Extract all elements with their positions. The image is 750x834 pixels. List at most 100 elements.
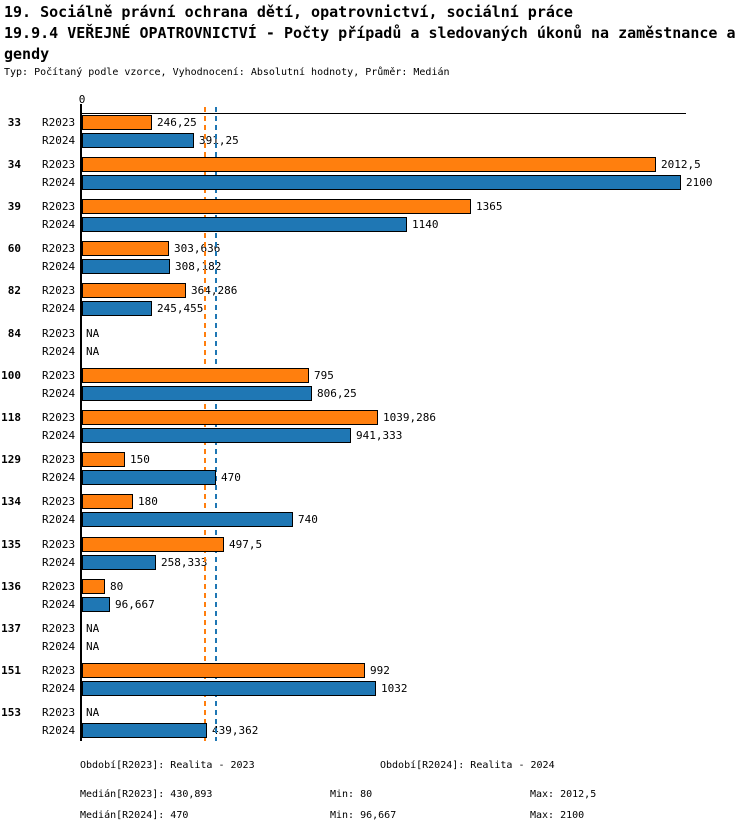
value-label: 2012,5	[661, 158, 701, 171]
category-label-34: 34	[7, 158, 21, 171]
report-title-line3: gendy	[4, 45, 50, 63]
na-value-label: NA	[86, 327, 100, 340]
value-label: 795	[314, 369, 334, 382]
bar-chart: 0 33 R2023 246,25 R2024 391,25 34 R2023 2012,5 R…	[0, 93, 750, 741]
footer-max-r2023: Max: 2012,5	[530, 789, 597, 800]
bar-r2023-34	[82, 157, 656, 172]
series-label-r2024: R2024	[42, 682, 76, 695]
bar-r2024-60	[82, 259, 170, 274]
bar-r2024-118	[82, 428, 351, 443]
value-label: 180	[138, 495, 158, 508]
bar-r2023-39	[82, 199, 471, 214]
bar-r2023-100	[82, 368, 309, 383]
y-axis-line	[80, 104, 82, 741]
x-axis-zero-tick-label: 0	[78, 93, 86, 106]
value-label: 941,333	[356, 429, 403, 442]
series-label-r2024: R2024	[42, 260, 76, 273]
bar-r2023-134	[82, 494, 133, 509]
value-label: 1140	[412, 218, 439, 231]
bar-group-134: 134 R2023 180 R2024 740	[0, 493, 750, 536]
value-label: 308,182	[175, 260, 222, 273]
bar-r2023-82	[82, 283, 186, 298]
bar-group-118: 118 R2023 1039,286 R2024 941,333	[0, 409, 750, 452]
bar-group-84: 84 R2023 NA R2024 NA	[0, 325, 750, 368]
bar-group-135: 135 R2023 497,5 R2024 258,333	[0, 536, 750, 579]
series-label-r2023: R2023	[42, 116, 76, 129]
series-label-r2023: R2023	[42, 242, 76, 255]
bar-group-136: 136 R2023 80 R2024 96,667	[0, 578, 750, 621]
bar-group-39: 39 R2023 1365 R2024 1140	[0, 198, 750, 241]
category-label-118: 118	[1, 411, 21, 424]
series-label-r2023: R2023	[42, 580, 76, 593]
category-label-60: 60	[7, 242, 21, 255]
value-label: 303,636	[174, 242, 221, 255]
value-label: 150	[130, 453, 150, 466]
value-label: 497,5	[229, 538, 263, 551]
bar-group-137: 137 R2023 NA R2024 NA	[0, 620, 750, 663]
series-label-r2024: R2024	[42, 302, 76, 315]
footer-median-r2024: Medián[R2024]: 470	[80, 810, 189, 821]
series-label-r2024: R2024	[42, 134, 76, 147]
series-label-r2024: R2024	[42, 598, 76, 611]
bar-r2023-151	[82, 663, 365, 678]
footer-period-r2024: Období[R2024]: Realita - 2024	[380, 760, 555, 771]
series-label-r2023: R2023	[42, 284, 76, 297]
category-label-33: 33	[7, 116, 21, 129]
bar-r2024-100	[82, 386, 312, 401]
value-label: 2100	[686, 176, 713, 189]
series-label-r2024: R2024	[42, 724, 76, 737]
bar-r2023-136	[82, 579, 105, 594]
series-label-r2023: R2023	[42, 664, 76, 677]
bar-group-60: 60 R2023 303,636 R2024 308,182	[0, 240, 750, 283]
value-label: 391,25	[199, 134, 239, 147]
value-label: 80	[110, 580, 124, 593]
bar-r2024-129	[82, 470, 216, 485]
value-label: 992	[370, 664, 390, 677]
series-label-r2024: R2024	[42, 471, 76, 484]
category-label-84: 84	[7, 327, 21, 340]
series-label-r2023: R2023	[42, 411, 76, 424]
na-value-label: NA	[86, 640, 100, 653]
bar-r2024-134	[82, 512, 293, 527]
footer-max-r2024: Max: 2100	[530, 810, 585, 821]
series-label-r2023: R2023	[42, 200, 76, 213]
category-label-134: 134	[1, 495, 21, 508]
na-value-label: NA	[86, 622, 100, 635]
series-label-r2024: R2024	[42, 640, 76, 653]
value-label: 258,333	[161, 556, 208, 569]
na-value-label: NA	[86, 706, 100, 719]
bar-r2024-151	[82, 681, 376, 696]
category-label-129: 129	[1, 453, 21, 466]
bar-group-129: 129 R2023 150 R2024 470	[0, 451, 750, 494]
footer-median-r2023: Medián[R2023]: 430,893	[80, 789, 213, 800]
category-label-100: 100	[1, 369, 21, 382]
bar-group-33: 33 R2023 246,25 R2024 391,25	[0, 114, 750, 157]
series-label-r2023: R2023	[42, 327, 76, 340]
category-label-153: 153	[1, 706, 21, 719]
value-label: 439,362	[212, 724, 259, 737]
report-title-line2: 19.9.4 VEŘEJNÉ OPATROVNICTVÍ - Počty pří…	[4, 24, 736, 42]
bar-r2024-153	[82, 723, 207, 738]
value-label: 740	[298, 513, 318, 526]
footer-min-r2023: Min: 80	[330, 789, 373, 800]
value-label: 246,25	[157, 116, 197, 129]
value-label: 1365	[476, 200, 503, 213]
bar-r2023-33	[82, 115, 152, 130]
na-value-label: NA	[86, 345, 100, 358]
value-label: 96,667	[115, 598, 155, 611]
category-label-136: 136	[1, 580, 21, 593]
bar-r2023-135	[82, 537, 224, 552]
series-label-r2023: R2023	[42, 706, 76, 719]
value-label: 806,25	[317, 387, 357, 400]
report-title-line1: 19. Sociálně právní ochrana dětí, opatro…	[4, 3, 573, 21]
value-label: 1032	[381, 682, 408, 695]
category-label-137: 137	[1, 622, 21, 635]
series-label-r2023: R2023	[42, 495, 76, 508]
category-label-82: 82	[7, 284, 21, 297]
bar-group-151: 151 R2023 992 R2024 1032	[0, 662, 750, 705]
bar-group-34: 34 R2023 2012,5 R2024 2100	[0, 156, 750, 199]
bar-r2023-60	[82, 241, 169, 256]
series-label-r2024: R2024	[42, 429, 76, 442]
series-label-r2024: R2024	[42, 345, 76, 358]
bar-r2024-82	[82, 301, 152, 316]
